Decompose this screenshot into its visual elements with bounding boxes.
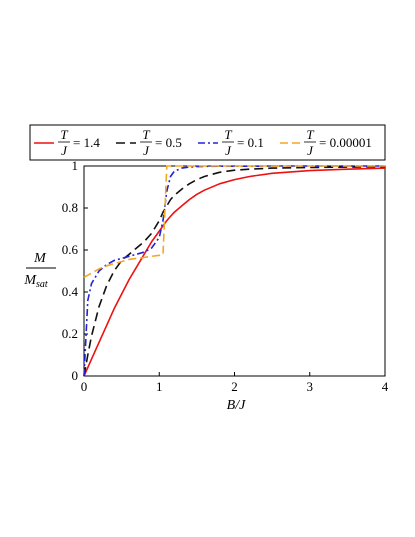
legend-denominator: J [61, 143, 68, 158]
y-tick-label: 0.2 [62, 326, 78, 341]
legend-denominator: J [225, 143, 232, 158]
legend-numerator: T [224, 127, 232, 142]
legend-numerator: T [306, 127, 314, 142]
legend-label-3: = 0.00001 [319, 135, 372, 150]
legend-label-1: = 0.5 [155, 135, 182, 150]
y-tick-label: 0.6 [62, 242, 79, 257]
legend-denominator: J [143, 143, 150, 158]
series-line-1 [83, 165, 386, 377]
legend-frame [29, 124, 386, 161]
x-tick-label: 3 [307, 379, 314, 394]
y-axis-label: M Msat [23, 251, 56, 290]
y-axis-label-denominator: Msat [23, 273, 48, 290]
legend-label-2: = 0.1 [237, 135, 264, 150]
x-tick-label: 0 [81, 379, 88, 394]
y-tick-label: 0.8 [62, 200, 78, 215]
legend: TJ= 1.4TJ= 0.5TJ= 0.1TJ= 0.00001 [29, 124, 386, 161]
y-tick-label: 0 [72, 368, 79, 383]
y-axis-label-numerator: M [33, 251, 47, 266]
legend-numerator: T [142, 127, 150, 142]
y-tick-label: 1 [72, 158, 79, 173]
x-axis-label: B/J [227, 398, 246, 413]
legend-label-0: = 1.4 [73, 135, 100, 150]
series-line-2 [83, 165, 385, 377]
plot-frame [83, 165, 386, 377]
x-tick-label: 4 [382, 379, 389, 394]
series-line-3 [83, 165, 385, 279]
y-tick-label: 0.4 [62, 284, 79, 299]
series-line-0 [83, 167, 386, 377]
x-tick-label: 2 [231, 379, 238, 394]
legend-denominator: J [307, 143, 314, 158]
legend-numerator: T [60, 127, 68, 142]
x-tick-label: 1 [156, 379, 163, 394]
